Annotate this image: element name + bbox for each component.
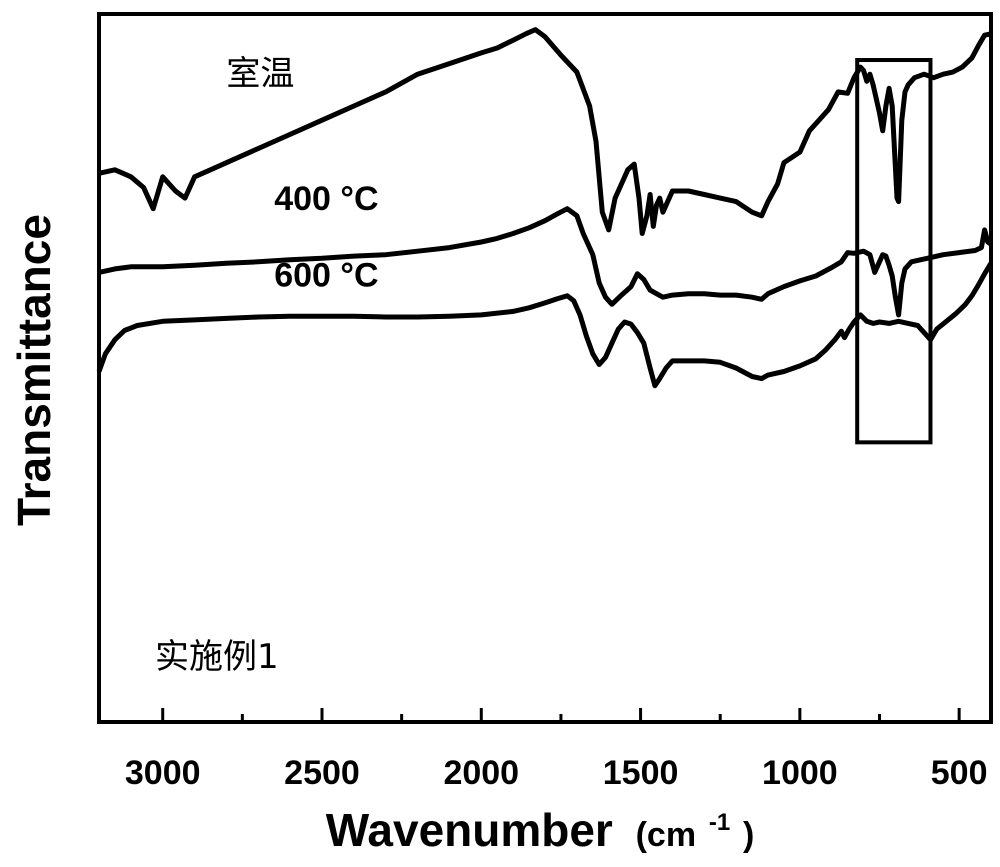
- x-axis-title-main: Wavenumber: [326, 804, 613, 856]
- x-tick-label: 2000: [443, 754, 519, 792]
- series-line-2: [96, 261, 994, 389]
- x-tick-label: 3000: [125, 754, 201, 792]
- series-label-2: 600 °C: [274, 257, 378, 295]
- series-lines: [96, 27, 994, 389]
- x-axis-unit-close: ): [743, 816, 754, 854]
- y-axis-title: Transmittance: [8, 214, 60, 526]
- x-axis-unit-open: (cm: [636, 816, 696, 854]
- example-annotation: 实施例1: [155, 637, 279, 677]
- x-tick-label: 500: [931, 754, 988, 792]
- series-labels: 室温 400 °C 600 °C: [226, 54, 378, 295]
- series-line-1: [98, 206, 993, 318]
- x-tick-label: 1500: [603, 754, 679, 792]
- x-axis-tick-labels: 3000 2500 2000 1500 1000 500: [125, 754, 988, 792]
- x-tick-label: 2500: [284, 754, 360, 792]
- series-line-0: [98, 27, 992, 236]
- x-tick-label: 1000: [762, 754, 838, 792]
- x-axis-unit-exponent: -1: [709, 809, 730, 836]
- series-label-1: 400 °C: [274, 180, 378, 218]
- x-axis-ticks: [161, 708, 961, 722]
- series-label-0: 室温: [226, 54, 294, 94]
- x-axis-title: Wavenumber (cm -1 ): [326, 788, 755, 856]
